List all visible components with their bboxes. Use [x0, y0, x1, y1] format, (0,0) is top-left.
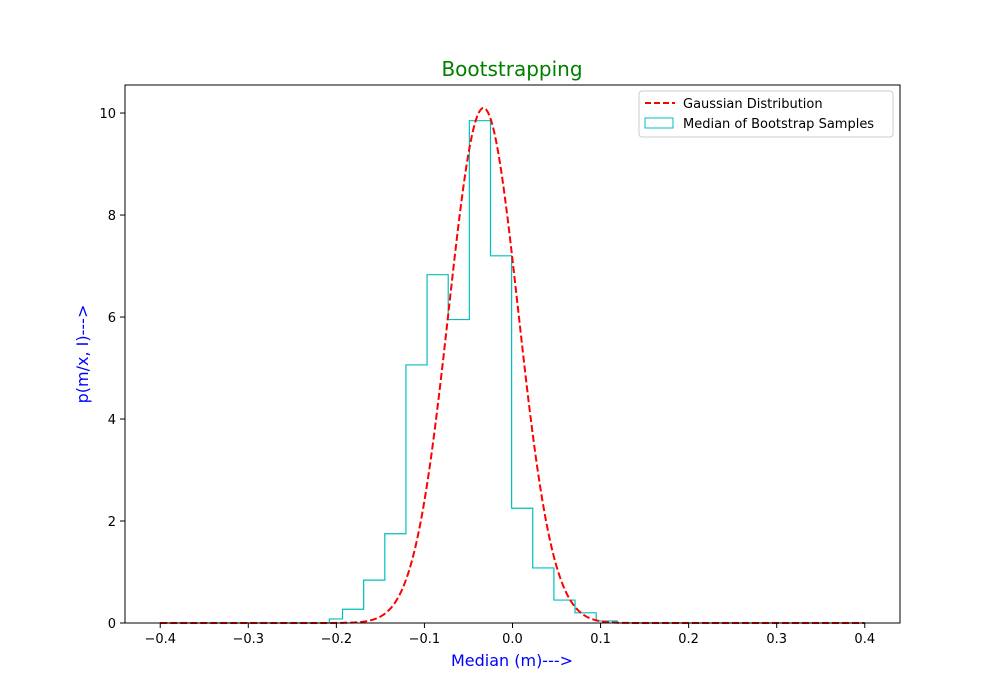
y-tick-label: 2: [108, 515, 116, 530]
series-layer: [160, 107, 865, 624]
y-tick-label: 0: [108, 617, 116, 632]
y-tick-label: 8: [108, 209, 116, 224]
y-axis-ticks: 0 2 4 6 8 10: [99, 107, 125, 632]
plot-area: [124, 84, 901, 624]
x-tick-label: 0.3: [766, 632, 787, 647]
y-axis-label: p(m/x, I)--->: [73, 305, 92, 404]
x-tick-label: −0.3: [233, 632, 265, 647]
x-tick-label: −0.2: [321, 632, 353, 647]
legend-box: [638, 90, 894, 138]
x-tick-label: 0.4: [854, 632, 875, 647]
legend-histogram-label: Median of Bootstrap Samples: [683, 117, 874, 132]
y-tick-label: 6: [108, 311, 116, 326]
x-tick-label: 0.0: [502, 632, 523, 647]
gaussian-curve: [160, 107, 865, 624]
histogram-outline: [160, 120, 865, 624]
axes-frame: [124, 84, 901, 624]
x-axis-label: Median (m)--->: [451, 651, 573, 670]
legend: Gaussian Distribution Median of Bootstra…: [638, 90, 894, 138]
legend-gaussian-label: Gaussian Distribution: [683, 97, 823, 112]
x-axis-ticks: −0.4 −0.3 −0.2 −0.1 0.0 0.1 0.2 0.3 0.4: [144, 623, 875, 647]
x-tick-label: 0.2: [678, 632, 699, 647]
x-tick-label: −0.4: [144, 632, 176, 647]
x-tick-label: −0.1: [409, 632, 441, 647]
y-tick-label: 4: [108, 413, 116, 428]
y-tick-label: 10: [99, 107, 116, 122]
chart-title: Bootstrapping: [441, 57, 582, 81]
x-tick-label: 0.1: [590, 632, 611, 647]
legend-histogram-swatch: [644, 117, 674, 129]
